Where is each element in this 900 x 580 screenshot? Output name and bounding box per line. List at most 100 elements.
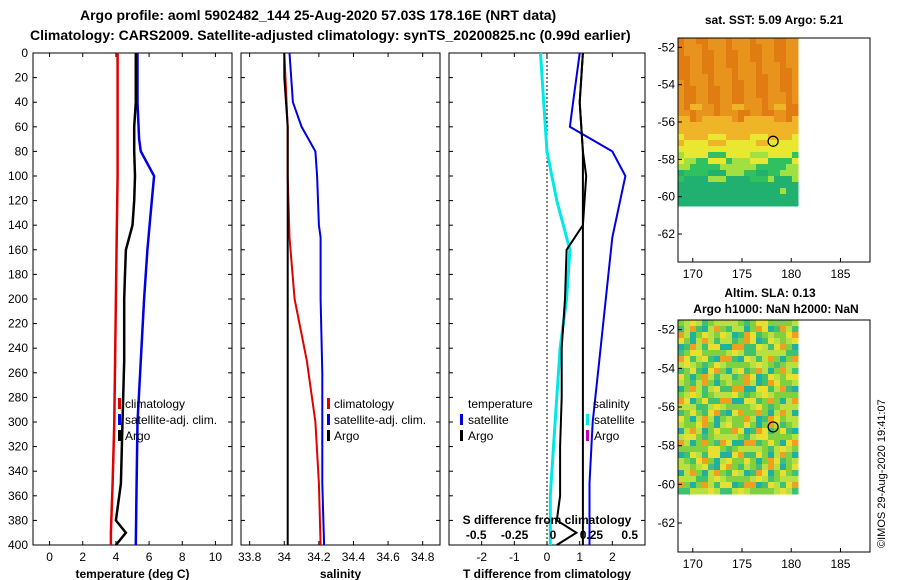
map-cell (732, 446, 739, 453)
map-cell (738, 434, 745, 441)
map-cell (732, 326, 739, 333)
map-cell (768, 92, 775, 99)
map-cell (732, 194, 739, 201)
map-cell (720, 434, 727, 441)
sla-map-frame (677, 319, 871, 553)
map-cell (702, 68, 709, 75)
map-cell (726, 146, 733, 153)
map-cell (786, 332, 793, 339)
map-cell (714, 434, 721, 441)
map-cell (762, 458, 769, 465)
map-cell (708, 392, 715, 399)
map-cell (678, 74, 685, 81)
map-cell (768, 62, 775, 69)
map-cell (786, 74, 793, 81)
map-cell (714, 344, 721, 351)
map-cell (732, 392, 739, 399)
map-cell (750, 110, 757, 117)
map-cell (732, 50, 739, 57)
map-cell (678, 140, 685, 147)
map-y-tick-label: -54 (658, 78, 676, 92)
map-cell (762, 332, 769, 339)
map-cell (708, 476, 715, 483)
map-cell (768, 386, 775, 393)
map-cell (732, 140, 739, 147)
map-cell (792, 62, 799, 69)
map-cell (732, 416, 739, 423)
map-cell (786, 116, 793, 123)
map-cell (768, 56, 775, 63)
map-cell (720, 188, 727, 195)
map-cell (768, 170, 775, 177)
map-cell (738, 116, 745, 123)
map-cell (768, 488, 775, 495)
map-cell (714, 404, 721, 411)
map-cell (714, 332, 721, 339)
map-cell (696, 470, 703, 477)
x-tick-label: 1 (576, 550, 583, 564)
map-cell (690, 356, 697, 363)
map-cell (756, 38, 763, 45)
map-cell (684, 68, 691, 75)
map-cell (768, 332, 775, 339)
map-cell (786, 170, 793, 177)
map-cell (744, 194, 751, 201)
map-cell (690, 98, 697, 105)
map-cell (750, 134, 757, 141)
x-tick-label: -1 (509, 550, 520, 564)
map-cell (690, 446, 697, 453)
map-cell (726, 176, 733, 183)
map-cell (690, 122, 697, 129)
map-cell (702, 80, 709, 87)
map-cell (714, 200, 721, 207)
map-cell (750, 404, 757, 411)
map-cell (690, 368, 697, 375)
map-cell (738, 38, 745, 45)
map-cell (756, 362, 763, 369)
map-cell (690, 68, 697, 75)
x-tick-label: 34 (278, 550, 292, 564)
map-cell (780, 446, 787, 453)
map-cell (720, 152, 727, 159)
map-cell (786, 86, 793, 93)
map-cell (720, 476, 727, 483)
map-cell (684, 446, 691, 453)
map-cell (738, 326, 745, 333)
map-cell (774, 368, 781, 375)
map-cell (684, 194, 691, 201)
map-y-tick-label: -52 (658, 323, 676, 337)
map-cell (678, 368, 685, 375)
map-cell (696, 482, 703, 489)
map-cell (690, 332, 697, 339)
map-cell (720, 428, 727, 435)
map-cell (750, 374, 757, 381)
map-cell (792, 392, 799, 399)
x-tick-label: 2 (79, 550, 86, 564)
map-cell (756, 488, 763, 495)
map-cell (702, 158, 709, 165)
map-cell (726, 158, 733, 165)
map-cell (708, 104, 715, 111)
map-cell (708, 176, 715, 183)
map-cell (732, 404, 739, 411)
map-cell (786, 392, 793, 399)
map-cell (684, 170, 691, 177)
map-cell (696, 44, 703, 51)
map-cell (774, 428, 781, 435)
map-cell (678, 470, 685, 477)
map-cell (726, 368, 733, 375)
map-cell (744, 146, 751, 153)
map-cell (708, 140, 715, 147)
map-cell (714, 104, 721, 111)
s-tick-label: 0 (550, 528, 557, 542)
panel-frame-0 (32, 52, 233, 546)
map-cell (738, 356, 745, 363)
map-cell (732, 338, 739, 345)
map-cell (720, 410, 727, 417)
map-cell (708, 338, 715, 345)
map-cell (684, 368, 691, 375)
map-cell (744, 446, 751, 453)
map-cell (762, 440, 769, 447)
map-cell (708, 386, 715, 393)
map-cell (756, 110, 763, 117)
